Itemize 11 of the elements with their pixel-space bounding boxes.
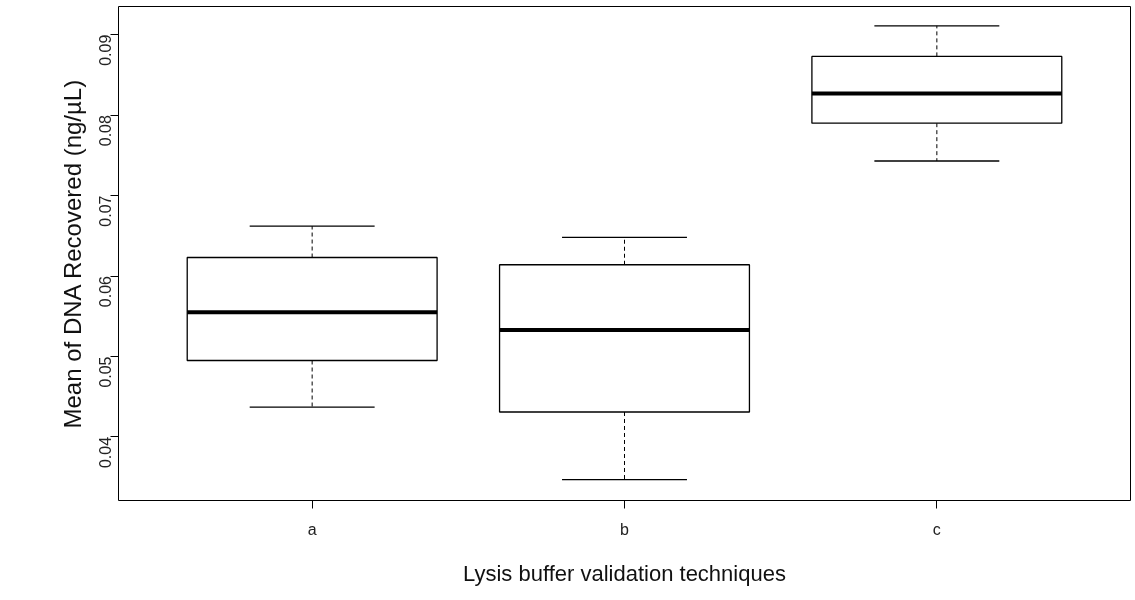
y-tick-label: 0.09 [97,34,115,66]
y-axis-title: Mean of DNA Recovered (ng/µL) [58,79,86,429]
x-tick-label: b [620,520,630,538]
x-tick-label: c [932,520,941,538]
y-tick-label: 0.06 [97,275,115,308]
y-tick-label: 0.08 [97,115,115,147]
y-tick-label: 0.04 [97,436,115,469]
y-tick-label: 0.07 [97,195,115,227]
x-axis-title: Lysis buffer validation techniques [463,560,786,586]
x-tick-label: a [307,520,317,538]
y-tick-label: 0.05 [97,356,115,388]
